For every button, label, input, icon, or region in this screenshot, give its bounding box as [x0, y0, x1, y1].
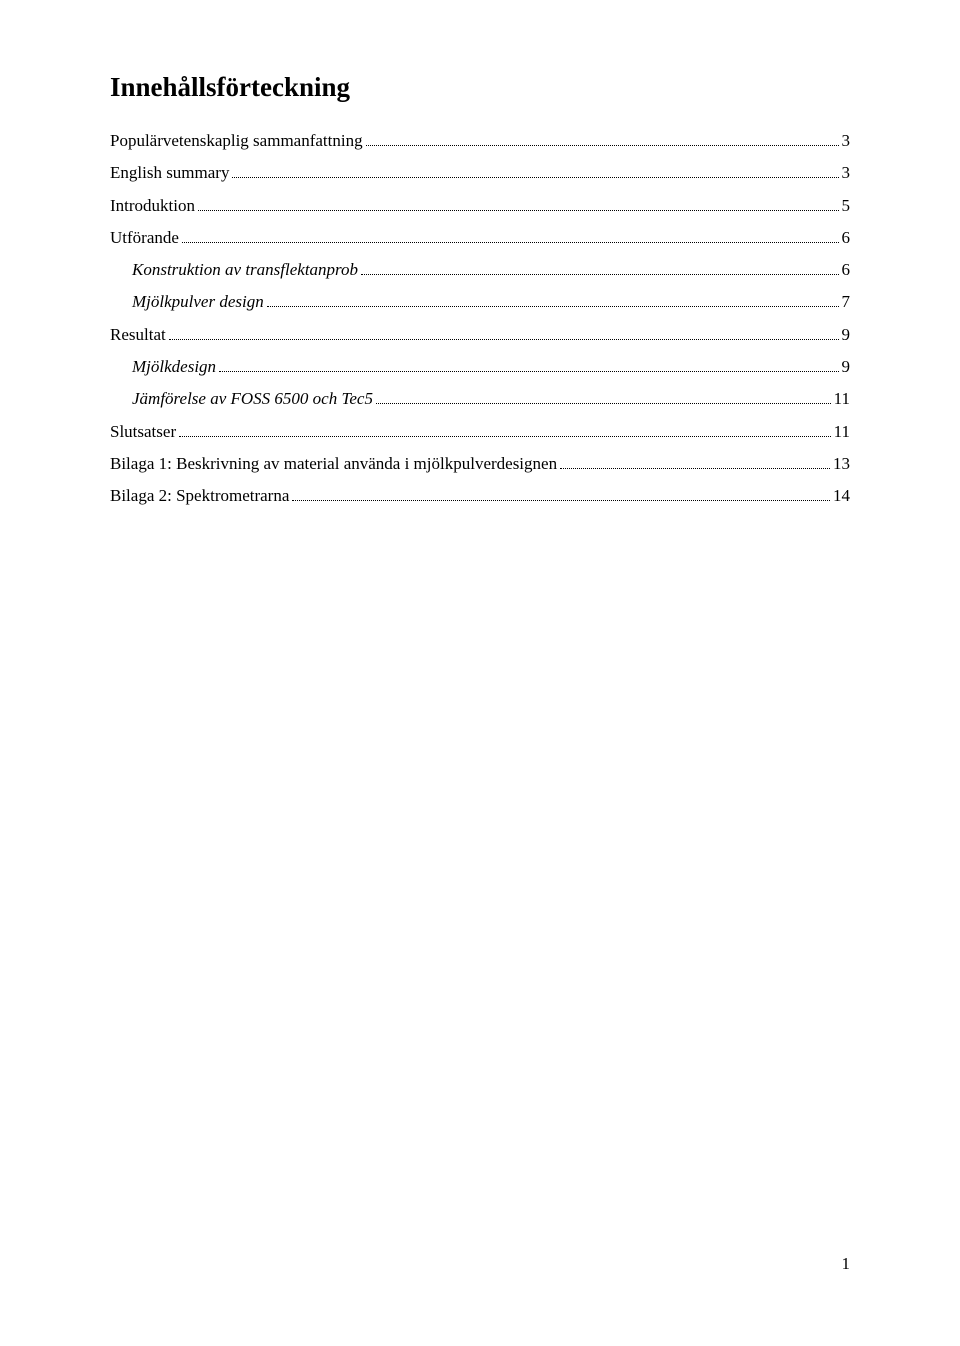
toc-label: Slutsatser	[110, 416, 176, 448]
toc-leader-dots	[292, 500, 830, 501]
toc-leader-dots	[232, 177, 838, 178]
toc-entry: Introduktion 5	[110, 190, 850, 222]
toc-entry: Resultat 9	[110, 319, 850, 351]
toc-entry: Populärvetenskaplig sammanfattning 3	[110, 125, 850, 157]
toc-page-number: 9	[842, 319, 851, 351]
toc-label: Utförande	[110, 222, 179, 254]
toc-label: Bilaga 1: Beskrivning av material använd…	[110, 448, 557, 480]
toc-page-number: 13	[833, 448, 850, 480]
toc-leader-dots	[361, 274, 838, 275]
toc-label: English summary	[110, 157, 229, 189]
toc-entry: Bilaga 1: Beskrivning av material använd…	[110, 448, 850, 480]
toc-page-number: 11	[834, 383, 850, 415]
toc-leader-dots	[366, 145, 839, 146]
toc-page-number: 6	[842, 254, 851, 286]
toc-entry: Utförande 6	[110, 222, 850, 254]
toc-label: Populärvetenskaplig sammanfattning	[110, 125, 363, 157]
toc-page-number: 3	[842, 125, 851, 157]
toc-entry-sub: Jämförelse av FOSS 6500 och Tec5 11	[110, 383, 850, 415]
toc-label: Mjölkpulver design	[110, 286, 264, 318]
toc-entry: Bilaga 2: Spektrometrarna 14	[110, 480, 850, 512]
toc-page-number: 7	[842, 286, 851, 318]
toc-label: Bilaga 2: Spektrometrarna	[110, 480, 289, 512]
toc-leader-dots	[267, 306, 839, 307]
toc-page-number: 11	[834, 416, 850, 448]
toc-label: Konstruktion av transflektanprob	[110, 254, 358, 286]
toc-label: Jämförelse av FOSS 6500 och Tec5	[110, 383, 373, 415]
toc-leader-dots	[182, 242, 839, 243]
toc-page-number: 6	[842, 222, 851, 254]
toc-leader-dots	[169, 339, 839, 340]
toc-label: Introduktion	[110, 190, 195, 222]
toc-label: Resultat	[110, 319, 166, 351]
toc-page-number: 5	[842, 190, 851, 222]
toc-entry: Slutsatser 11	[110, 416, 850, 448]
toc-leader-dots	[219, 371, 838, 372]
toc-entry-sub: Mjölkpulver design 7	[110, 286, 850, 318]
footer-page-number: 1	[842, 1254, 851, 1274]
toc-page-number: 14	[833, 480, 850, 512]
toc-entry-sub: Mjölkdesign 9	[110, 351, 850, 383]
toc-leader-dots	[376, 403, 831, 404]
toc-leader-dots	[179, 436, 831, 437]
page-title: Innehållsförteckning	[110, 72, 850, 103]
toc-page-number: 9	[842, 351, 851, 383]
toc-page-number: 3	[842, 157, 851, 189]
toc-entry: English summary 3	[110, 157, 850, 189]
toc-entry-sub: Konstruktion av transflektanprob 6	[110, 254, 850, 286]
toc-leader-dots	[560, 468, 830, 469]
toc-leader-dots	[198, 210, 839, 211]
toc-label: Mjölkdesign	[110, 351, 216, 383]
